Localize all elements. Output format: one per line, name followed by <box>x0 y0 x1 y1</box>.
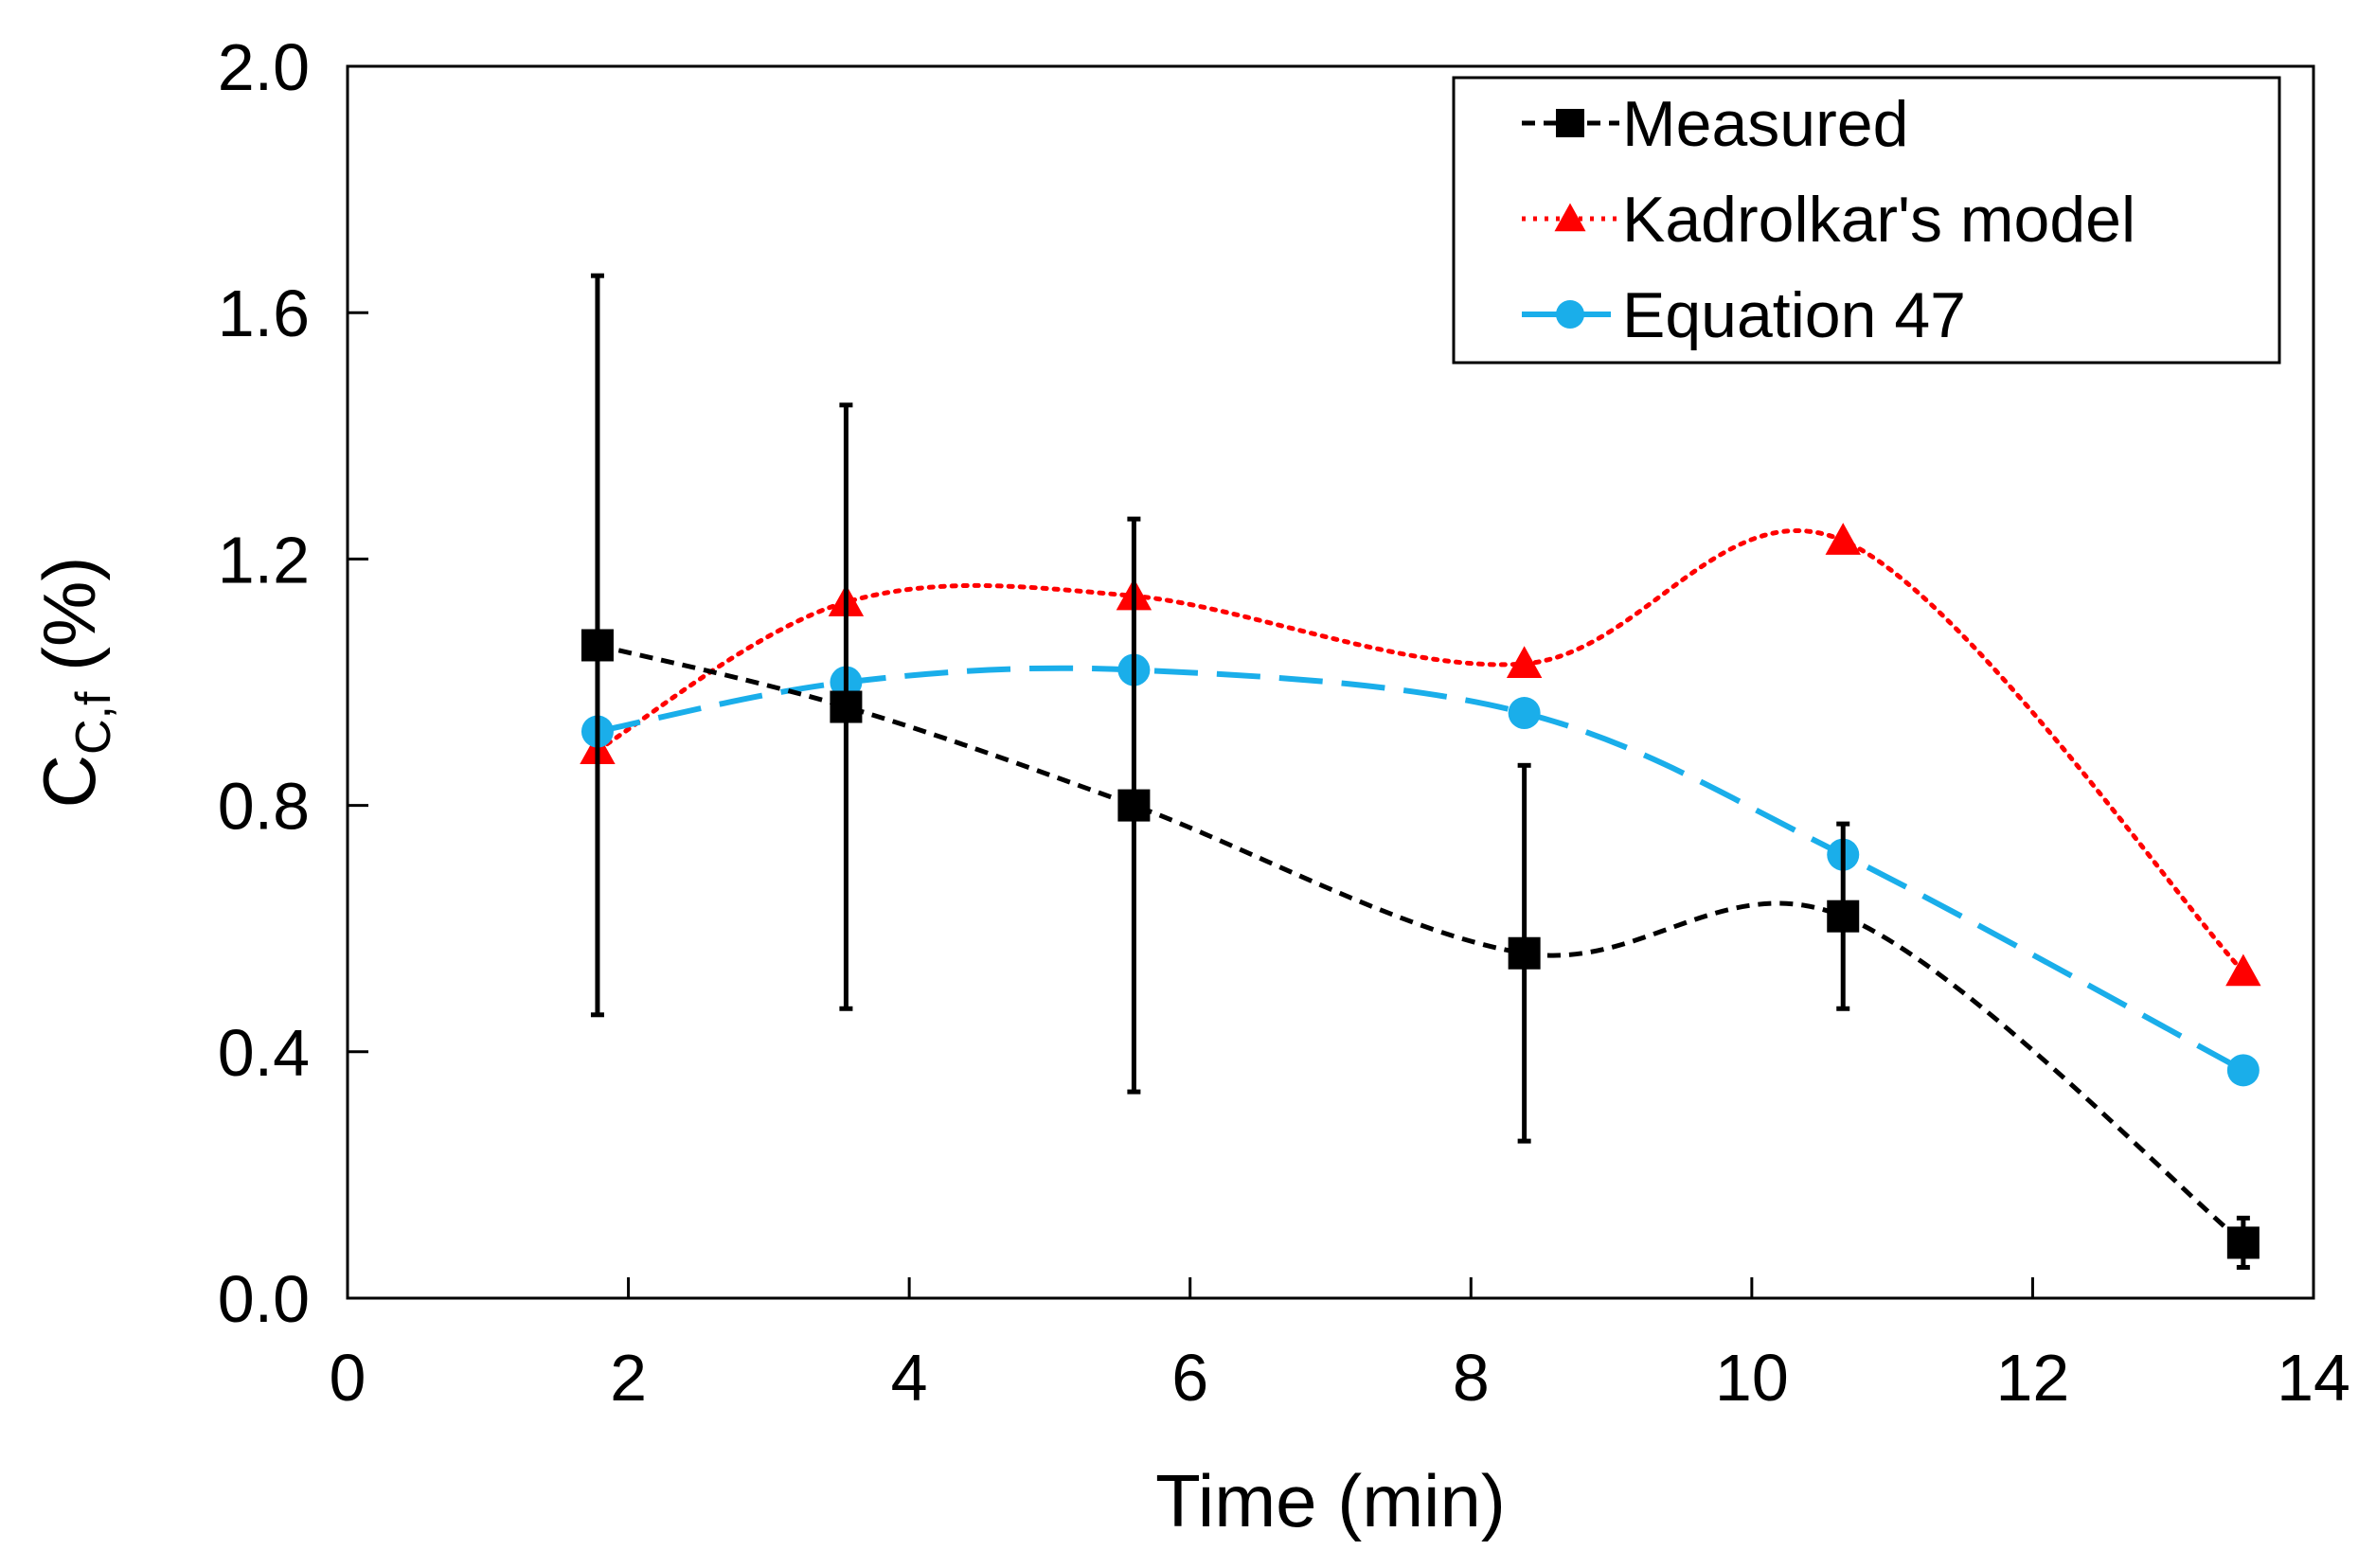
y-tick-label: 1.2 <box>218 523 310 597</box>
series-layer <box>580 273 2261 1270</box>
x-tick-label: 8 <box>1453 1341 1490 1415</box>
y-axis-title-subscript: C,f <box>66 691 121 755</box>
data-point <box>1827 900 1860 933</box>
data-point <box>1508 697 1541 730</box>
legend: Measured Kadrolkar's model Equation 47 <box>1452 76 2281 365</box>
y-axis-ticks <box>348 64 368 1300</box>
y-tick-label: 2.0 <box>218 30 310 104</box>
y-axis-title: CC,f (%) <box>27 557 121 809</box>
x-tick-label: 10 <box>1715 1341 1789 1415</box>
x-tick-label: 2 <box>610 1341 647 1415</box>
legend-item: Kadrolkar's model <box>1522 184 2135 256</box>
x-axis-ticks <box>346 1277 2315 1298</box>
x-axis-tick-labels: 0 2 4 6 8 10 12 14 <box>330 1341 2350 1415</box>
legend-marker <box>1556 109 1584 137</box>
data-point <box>1117 789 1151 822</box>
y-tick-label: 0.8 <box>218 770 310 844</box>
data-point <box>581 629 614 662</box>
y-axis-tick-labels: 0.0 0.4 0.8 1.2 1.6 2.0 <box>218 30 310 1336</box>
data-point <box>830 690 863 723</box>
y-tick-label: 0.0 <box>218 1262 310 1336</box>
legend-label: Measured <box>1622 88 1908 160</box>
data-point <box>2226 1226 2260 1259</box>
plot-area <box>346 64 2315 1300</box>
y-tick-label: 0.4 <box>218 1016 310 1090</box>
series-measured <box>581 273 2260 1270</box>
y-axis-title-suffix: (%) <box>27 557 111 692</box>
x-axis-title: Time (min) <box>1155 1459 1506 1542</box>
x-tick-label: 4 <box>891 1341 928 1415</box>
legend-label: Equation 47 <box>1622 279 1966 351</box>
legend-marker <box>1556 300 1584 329</box>
series-kadrolkar-s-model <box>580 523 2261 987</box>
legend-item: Measured <box>1522 88 1908 160</box>
legend-label: Kadrolkar's model <box>1622 184 2135 256</box>
y-tick-label: 1.6 <box>218 276 310 350</box>
x-tick-label: 0 <box>330 1341 366 1415</box>
legend-item: Equation 47 <box>1522 279 1966 351</box>
data-point <box>1825 523 1861 555</box>
x-tick-label: 14 <box>2277 1341 2350 1415</box>
data-point <box>2226 1054 2260 1087</box>
legend-marker <box>1554 203 1586 232</box>
x-tick-label: 12 <box>1995 1341 2069 1415</box>
data-point <box>1508 936 1541 970</box>
data-point <box>2225 953 2261 987</box>
y-axis-title-main: C <box>27 755 111 808</box>
data-point <box>1506 646 1543 678</box>
x-tick-label: 6 <box>1171 1341 1208 1415</box>
